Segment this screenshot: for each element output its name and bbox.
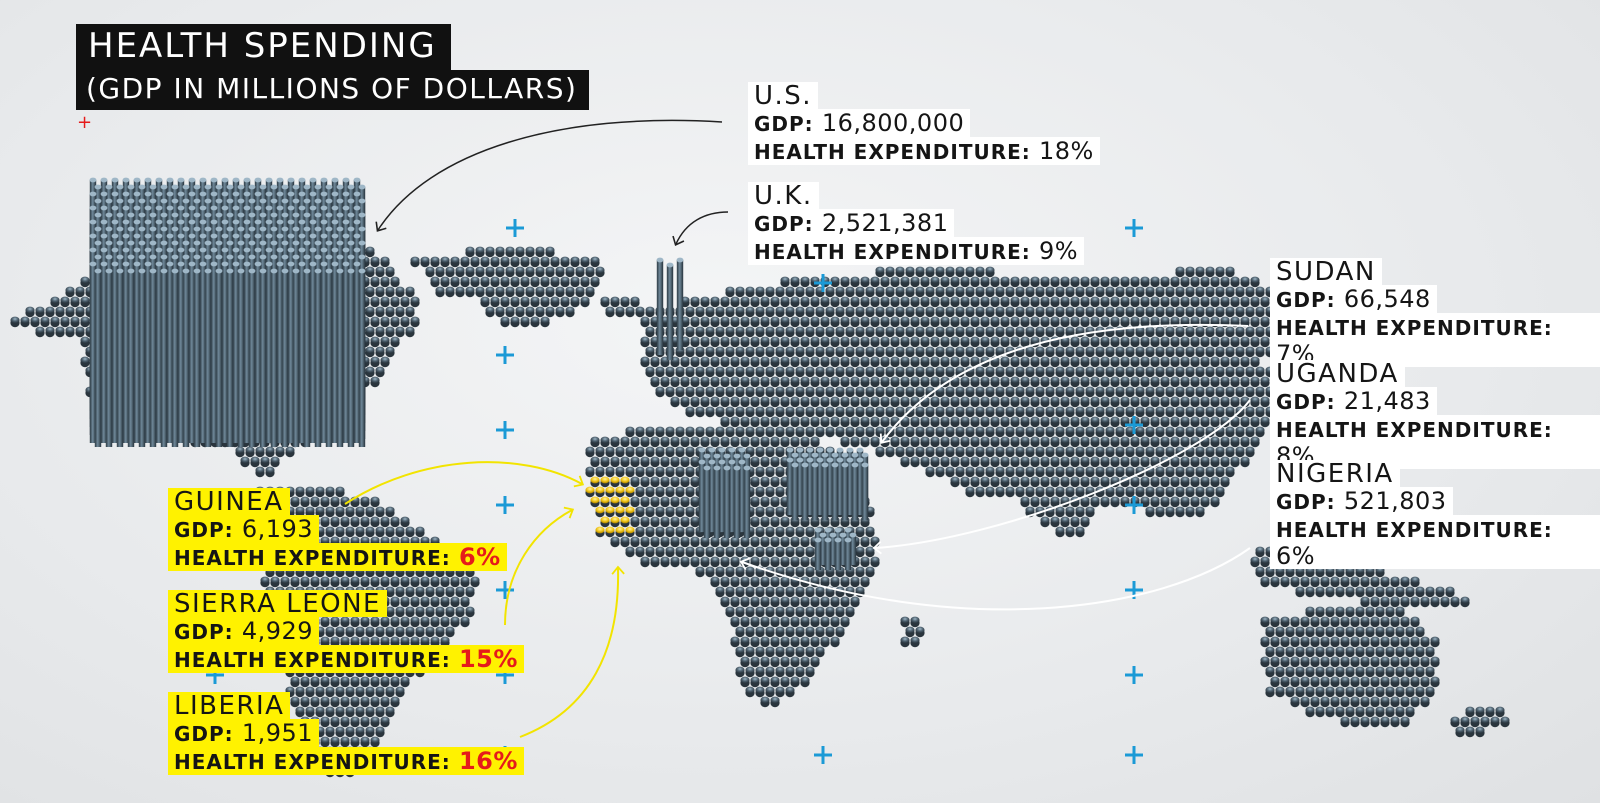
health-line: HEALTH EXPENDITURE: 7% (1270, 313, 1600, 367)
label-nigeria: NIGERIA GDP: 521,803 HEALTH EXPENDITURE: 6… (1270, 460, 1600, 569)
gdp-key: GDP: (174, 722, 234, 746)
gdp-line: GDP: 21,483 (1270, 387, 1437, 415)
gdp-value: 16,800,000 (821, 109, 965, 137)
gdp-line: GDP: 6,193 (168, 515, 320, 543)
gdp-key: GDP: (754, 112, 814, 136)
gdp-value: 4,929 (241, 617, 314, 645)
gdp-line: GDP: 66,548 (1270, 285, 1437, 313)
health-line: HEALTH EXPENDITURE: 6% (1270, 515, 1600, 569)
gdp-line: GDP: 4,929 (168, 617, 320, 645)
health-value: 6% (458, 543, 501, 571)
label-sudan: SUDAN GDP: 66,548 HEALTH EXPENDITURE: 7% (1270, 258, 1600, 367)
health-key: HEALTH EXPENDITURE: (754, 240, 1031, 264)
arrow-liberia (519, 565, 625, 738)
gdp-line: GDP: 2,521,381 (748, 209, 955, 237)
health-key: HEALTH EXPENDITURE: (1276, 316, 1553, 340)
health-line: HEALTH EXPENDITURE: 15% (168, 645, 524, 673)
health-value: 18% (1038, 137, 1094, 165)
title-line-1: HEALTH SPENDING (76, 24, 451, 70)
health-value: 16% (458, 747, 518, 775)
country-name: U.S. (748, 82, 819, 109)
health-key: HEALTH EXPENDITURE: (174, 648, 451, 672)
label-guinea: GUINEA GDP: 6,193 HEALTH EXPENDITURE: 6% (168, 488, 507, 571)
arrow-guinea (344, 461, 585, 505)
map-title: HEALTH SPENDING (GDP IN MILLIONS OF DOLL… (76, 24, 590, 110)
health-value: 15% (458, 645, 518, 673)
country-name: GUINEA (168, 488, 290, 515)
health-line: HEALTH EXPENDITURE: 16% (168, 747, 524, 775)
gdp-value: 21,483 (1343, 387, 1431, 415)
health-key: HEALTH EXPENDITURE: (1276, 418, 1553, 442)
small-red-plus: + (77, 112, 92, 133)
callout-arrows (344, 119, 1251, 738)
label-us: U.S. GDP: 16,800,000 HEALTH EXPENDITURE: 1… (748, 82, 1100, 165)
gdp-line: GDP: 521,803 (1270, 487, 1453, 515)
gdp-value: 2,521,381 (821, 209, 949, 237)
gdp-value: 66,548 (1343, 285, 1431, 313)
gdp-key: GDP: (174, 518, 234, 542)
arrow-uk (672, 211, 729, 247)
arrow-sudan (879, 323, 1249, 444)
label-liberia: LIBERIA GDP: 1,951 HEALTH EXPENDITURE: 16% (168, 692, 524, 775)
label-uk: U.K. GDP: 2,521,381 HEALTH EXPENDITURE: 9% (748, 182, 1085, 265)
arrow-uganda (872, 399, 1251, 555)
gdp-value: 1,951 (241, 719, 314, 747)
health-line: HEALTH EXPENDITURE: 9% (748, 237, 1085, 265)
gdp-key: GDP: (754, 212, 814, 236)
health-key: HEALTH EXPENDITURE: (1276, 518, 1553, 542)
gdp-key: GDP: (1276, 390, 1336, 414)
country-name: UGANDA (1270, 360, 1405, 387)
country-name: SUDAN (1270, 258, 1382, 285)
country-name: LIBERIA (168, 692, 291, 719)
gdp-value: 521,803 (1343, 487, 1447, 515)
health-value: 9% (1038, 237, 1079, 265)
gdp-key: GDP: (1276, 288, 1336, 312)
label-uganda: UGANDA GDP: 21,483 HEALTH EXPENDITURE: 8% (1270, 360, 1600, 469)
health-line: HEALTH EXPENDITURE: 18% (748, 137, 1100, 165)
arrow-sierra-leone (504, 506, 575, 626)
health-value: 6% (1276, 542, 1316, 570)
gdp-key: GDP: (174, 620, 234, 644)
country-name: SIERRA LEONE (168, 590, 387, 617)
title-line-2: (GDP IN MILLIONS OF DOLLARS) (76, 70, 590, 110)
country-name: U.K. (748, 182, 819, 209)
country-name: NIGERIA (1270, 460, 1400, 487)
gdp-key: GDP: (1276, 490, 1336, 514)
arrow-us (375, 119, 723, 232)
health-key: HEALTH EXPENDITURE: (754, 140, 1031, 164)
health-key: HEALTH EXPENDITURE: (174, 546, 451, 570)
label-sierra-leone: SIERRA LEONE GDP: 4,929 HEALTH EXPENDITURE… (168, 590, 524, 673)
arrow-nigeria (739, 547, 1251, 611)
gdp-line: GDP: 16,800,000 (748, 109, 971, 137)
gdp-columns (89, 177, 869, 570)
health-line: HEALTH EXPENDITURE: 6% (168, 543, 507, 571)
gdp-line: GDP: 1,951 (168, 719, 320, 747)
gdp-value: 6,193 (241, 515, 314, 543)
health-key: HEALTH EXPENDITURE: (174, 750, 451, 774)
